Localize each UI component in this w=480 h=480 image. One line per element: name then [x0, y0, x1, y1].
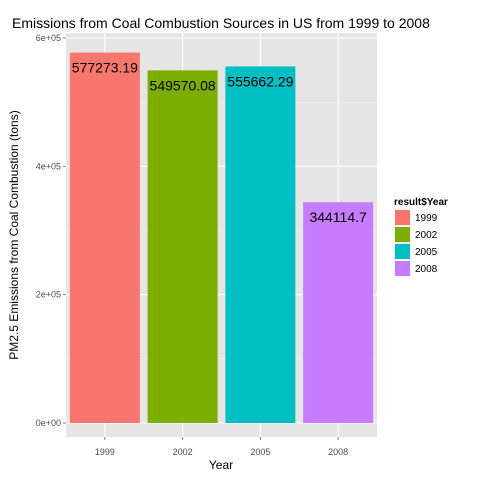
y-tick-label: 4e+05	[36, 161, 61, 171]
bar-2002	[147, 70, 218, 424]
bar-1999	[69, 52, 140, 423]
x-axis-title: Year	[209, 458, 233, 472]
bar-label-2008: 344114.7	[309, 209, 367, 225]
y-tick-label: 0e+00	[36, 418, 61, 428]
legend-label-2002: 2002	[415, 230, 438, 241]
y-tick-label: 6e+05	[36, 33, 61, 43]
x-axis: 1999 2002 2005 2008	[95, 437, 348, 457]
chart-title: Emissions from Coal Combustion Sources i…	[12, 15, 430, 31]
legend-label-2005: 2005	[415, 247, 438, 258]
bar-2005	[225, 66, 296, 424]
x-tick-label: 1999	[95, 447, 115, 457]
bar-label-2005: 555662.29	[227, 73, 293, 89]
x-tick-label: 2005	[250, 447, 270, 457]
y-axis: 0e+00 2e+05 4e+05 6e+05	[36, 33, 66, 428]
x-tick-label: 2002	[173, 447, 193, 457]
legend-title: result$Year	[394, 197, 448, 208]
bar-labels: 577273.19 549570.08 555662.29 344114.7	[72, 60, 367, 226]
legend-key-2005	[395, 244, 410, 259]
legend-label-1999: 1999	[415, 213, 438, 224]
legend-label-2008: 2008	[415, 264, 438, 275]
x-tick-label: 2008	[328, 447, 348, 457]
y-tick-label: 2e+05	[36, 290, 61, 300]
legend-items: 1999 2002 2005 2008	[393, 208, 438, 278]
bar-2008	[303, 202, 374, 423]
y-axis-title: PM2.5 Emissions from Coal Combustion (to…	[7, 110, 21, 359]
legend: result$Year 1999 2002 2005 2008	[393, 197, 448, 278]
legend-key-2002	[395, 227, 410, 242]
legend-key-1999	[395, 210, 410, 225]
bar-label-1999: 577273.19	[72, 60, 138, 76]
legend-key-2008	[395, 261, 410, 276]
bar-label-2002: 549570.08	[150, 77, 216, 93]
bars	[69, 52, 374, 424]
